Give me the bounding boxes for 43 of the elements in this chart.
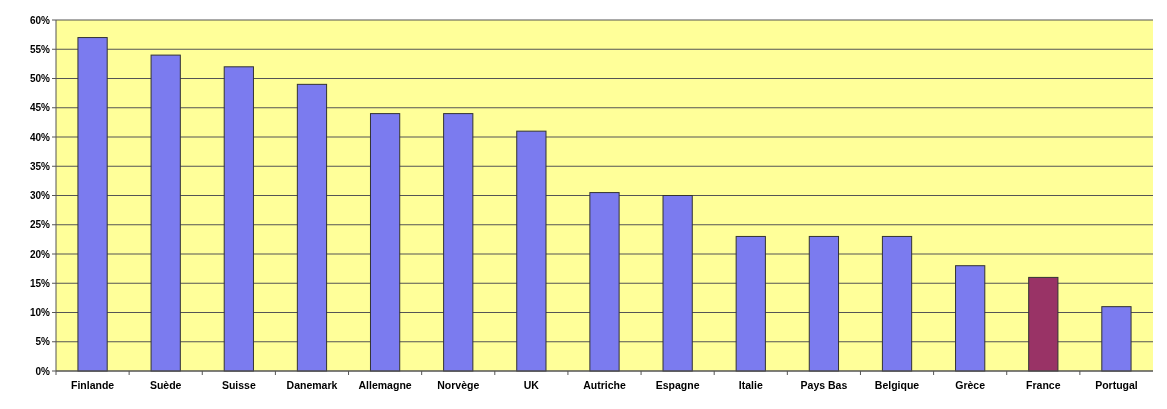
bar bbox=[955, 265, 986, 372]
x-tick-label: Norvège bbox=[437, 379, 480, 391]
bar bbox=[589, 192, 620, 372]
y-tick-label: 50% bbox=[29, 73, 51, 84]
bar bbox=[881, 235, 913, 372]
bar bbox=[369, 113, 401, 372]
bar bbox=[296, 83, 328, 372]
y-tick-label: 30% bbox=[29, 190, 51, 201]
y-tick-label: 0% bbox=[35, 365, 51, 377]
x-tick-label: Grèce bbox=[955, 379, 986, 391]
y-tick-label: 35% bbox=[29, 160, 51, 172]
x-tick-label: Autriche bbox=[583, 379, 626, 391]
y-tick-label: 40% bbox=[29, 131, 51, 143]
bar bbox=[1101, 306, 1132, 372]
bar bbox=[77, 37, 108, 372]
x-tick-label: Finlande bbox=[70, 379, 115, 391]
x-tick-label: Portugal bbox=[1095, 379, 1138, 391]
y-tick-label: 45% bbox=[29, 102, 51, 114]
x-tick-label: Danemark bbox=[286, 379, 338, 391]
y-tick-label: 60% bbox=[29, 14, 51, 26]
y-tick-label: 20% bbox=[29, 248, 51, 260]
x-tick-label: Suède bbox=[149, 379, 182, 391]
bar bbox=[1028, 276, 1059, 372]
x-tick-label: Pays Bas bbox=[800, 379, 848, 391]
x-tick-label: Allemagne bbox=[358, 379, 412, 391]
x-tick-label: Espagne bbox=[655, 379, 700, 391]
y-tick-label: 25% bbox=[29, 219, 51, 231]
x-tick-label: Belgique bbox=[874, 379, 920, 391]
bar bbox=[223, 66, 254, 372]
y-tick-label: 55% bbox=[29, 43, 51, 55]
bar bbox=[735, 235, 766, 372]
x-tick-label: Italie bbox=[738, 379, 763, 391]
bar bbox=[150, 54, 181, 372]
y-tick-label: 15% bbox=[29, 277, 51, 289]
bar bbox=[808, 235, 840, 372]
bar bbox=[516, 130, 547, 372]
bar bbox=[662, 195, 693, 372]
y-tick-label: 5% bbox=[35, 336, 51, 348]
x-tick-label: France bbox=[1026, 379, 1061, 391]
bar bbox=[443, 113, 474, 372]
x-tick-label: Suisse bbox=[221, 379, 256, 391]
y-tick-label: 10% bbox=[29, 307, 51, 318]
x-tick-label: UK bbox=[523, 379, 540, 391]
